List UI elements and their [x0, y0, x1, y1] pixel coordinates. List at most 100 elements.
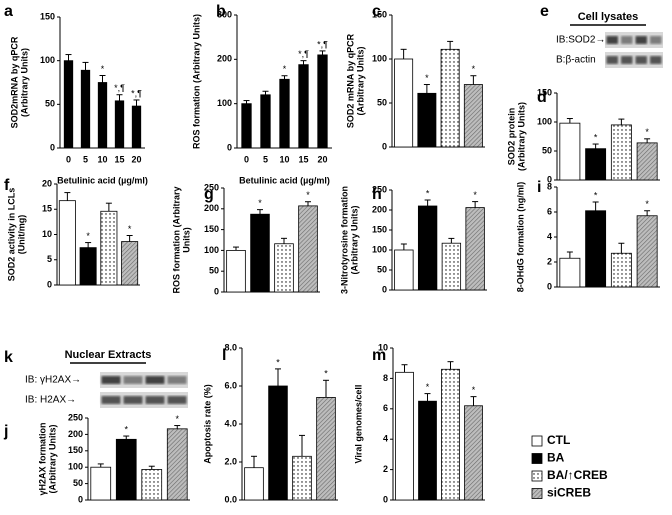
significance-mark: *: [473, 190, 477, 200]
panel-label: c: [372, 3, 381, 20]
blot-band: [101, 376, 121, 384]
significance-mark: *,¶: [298, 49, 309, 59]
bar: [395, 371, 414, 501]
bar: [226, 249, 246, 293]
panel: c 0 50 100 150 SOD2 mRNA by qPCR (Arbitrary Un…: [345, 3, 485, 151]
panel: g 0 50 100 150 200 250 ROS formation (Arbitrary…: [171, 182, 320, 296]
bar: [166, 428, 188, 501]
y-tick-label: 0: [214, 286, 219, 296]
panel-label: f: [4, 177, 10, 194]
y-tick-label: 100: [372, 53, 387, 63]
y-tick-label: 300: [217, 9, 232, 19]
significance-mark: *: [645, 127, 649, 137]
significance-mark: *,¶: [114, 83, 125, 93]
y-tick-label: 2: [547, 256, 552, 266]
significance-mark: *: [425, 73, 429, 83]
y-axis-label: γH2AX formation: [37, 422, 47, 495]
y-tick-label: 50: [73, 478, 83, 488]
y-tick-label: 250: [204, 182, 219, 192]
x-tick-label: 20: [317, 154, 327, 164]
panel: m 0 2 4 6 8 10 Viral genomes/cell * *: [353, 342, 485, 504]
legend-label: BA: [547, 451, 565, 465]
blot-title: Nuclear Extracts: [65, 349, 152, 361]
blot-row-label: B:β-actin: [556, 55, 596, 66]
significance-mark: *: [86, 231, 90, 241]
bar: [559, 257, 581, 288]
bar: [316, 396, 336, 501]
panel: j 0 50 100 150 200 250 γH2AX formation (Arbitrar…: [3, 412, 190, 504]
x-tick-label: 20: [131, 154, 141, 164]
y-axis-label: Viral genomes/cell: [353, 385, 363, 464]
y-tick-label: 5: [47, 254, 52, 264]
panel-label: a: [4, 3, 13, 20]
bar: [440, 48, 460, 148]
y-tick-label: 0: [227, 142, 232, 152]
bar: [441, 242, 462, 291]
y-tick-label: 6: [383, 403, 388, 413]
bar: [260, 94, 271, 149]
y-tick-label: 50: [45, 99, 55, 109]
bar: [585, 148, 607, 181]
blot-band: [650, 36, 662, 44]
blot-row-label: IB: H2AX→: [25, 395, 76, 406]
y-tick-label: 100: [217, 98, 232, 108]
y-tick-label: 150: [372, 9, 387, 19]
panel: d 0 50 100 150 SOD2 protein (Arbitrary Units) *…: [506, 87, 660, 184]
bar: [80, 69, 91, 149]
y-tick-label: 100: [40, 55, 55, 65]
bar: [90, 466, 112, 501]
legend-label: siCREB: [547, 486, 591, 500]
panel-label: h: [372, 186, 382, 203]
y-tick-label: 50: [209, 266, 219, 276]
significance-mark: *: [128, 224, 132, 234]
y-axis-label: (Arbitrary Units): [47, 424, 57, 493]
y-tick-label: 0: [547, 174, 552, 184]
y-axis-label: SOD2mRNA by qPCR: [9, 36, 19, 128]
bar: [417, 205, 438, 291]
x-tick-label: 5: [83, 154, 88, 164]
blot-band: [621, 36, 633, 44]
bar: [268, 385, 288, 501]
bar: [610, 124, 632, 181]
blot-band: [145, 376, 165, 384]
y-tick-label: 200: [204, 203, 219, 213]
bar: [394, 249, 414, 291]
panel-label: e: [540, 3, 549, 20]
y-axis-label: Units): [181, 227, 191, 253]
bar: [114, 100, 125, 149]
x-tick-label: 10: [97, 154, 107, 164]
y-tick-label: 10: [378, 342, 388, 352]
panel-label: i: [537, 179, 541, 196]
y-tick-label: 100: [537, 116, 552, 126]
y-tick-label: 150: [68, 445, 83, 455]
panel: i 0 2 4 6 8 8-OHdG formation (ng/ml) * *: [515, 179, 660, 292]
y-tick-label: 6: [547, 206, 552, 216]
blot-band: [101, 396, 121, 404]
y-tick-label: 8: [383, 373, 388, 383]
legend-swatch: [531, 470, 543, 482]
y-tick-label: 0.0: [224, 494, 237, 504]
y-tick-label: 250: [68, 412, 83, 422]
y-axis-label: 8-OHdG formation (ng/ml): [515, 182, 525, 293]
y-tick-label: 15: [42, 204, 52, 214]
panel-label: k: [4, 349, 13, 366]
y-tick-label: 0: [382, 284, 387, 294]
y-axis-label: Apoptosis rate (%): [202, 384, 212, 464]
x-tick-label: 0: [244, 154, 249, 164]
y-axis-label: ROS formation (Arbitrary: [171, 186, 181, 293]
blot-band: [606, 36, 618, 44]
significance-mark: *: [258, 198, 262, 208]
y-tick-label: 20: [42, 178, 52, 188]
x-tick-label: 5: [263, 154, 268, 164]
bar: [636, 215, 658, 288]
significance-mark: *: [124, 424, 128, 434]
bar: [463, 84, 483, 148]
bar: [115, 438, 137, 501]
y-tick-label: 0: [47, 279, 52, 289]
y-tick-label: 200: [372, 204, 387, 214]
x-axis-label: Betulinic acid (µg/ml): [57, 175, 148, 185]
legend-swatch: [531, 453, 543, 464]
y-tick-label: 150: [204, 224, 219, 234]
x-tick-label: 15: [114, 154, 124, 164]
